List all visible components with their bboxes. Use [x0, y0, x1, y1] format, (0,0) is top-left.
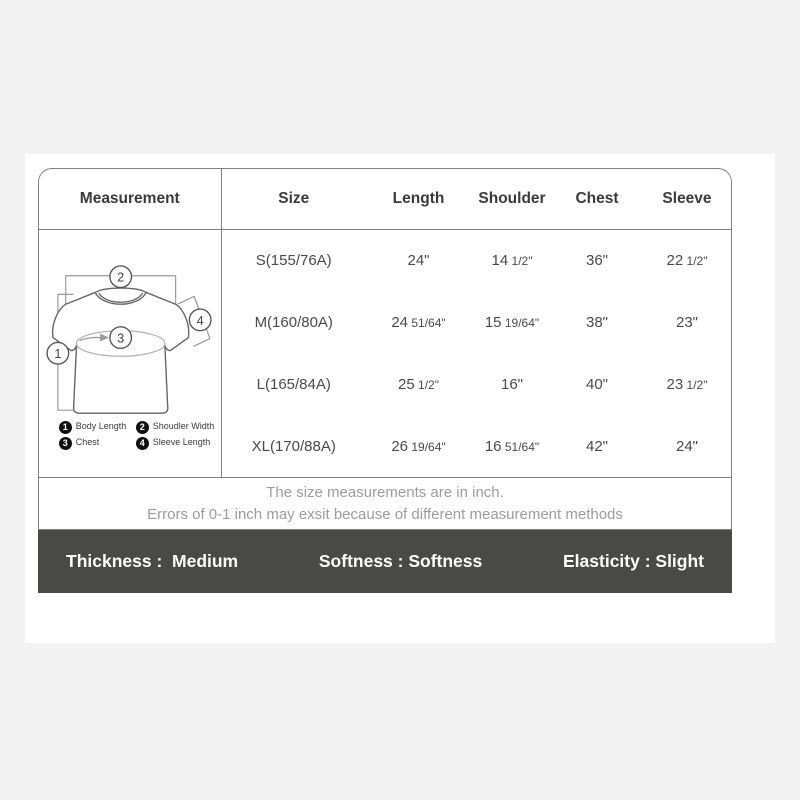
- marker-2: 2: [108, 265, 132, 289]
- svg-text:2: 2: [117, 270, 124, 285]
- measurement-note: The size measurements are in inch. Error…: [39, 477, 731, 529]
- cell-size: S(155/76A): [255, 251, 332, 269]
- cell-length: 26 19/64": [391, 437, 446, 455]
- note-line-2: Errors of 0-1 inch may exsit because of …: [147, 505, 623, 523]
- legend-label: Chest: [75, 437, 100, 448]
- cell-sleeve: 22 1/2": [666, 251, 708, 269]
- measurement-header: Measurement: [39, 169, 222, 230]
- table-row-l: L(165/84A) 25 1/2" 16" 40" 23 1/2": [39, 353, 731, 415]
- cell-size: L(165/84A): [256, 375, 331, 393]
- legend-badge-3-icon: 3: [58, 437, 72, 451]
- size-chart-panel: Measurement Size Length Shoulder Chest S…: [25, 154, 775, 643]
- cell-chest: 38": [585, 313, 608, 331]
- cell-chest: 36": [585, 251, 608, 269]
- cell-length: 25 1/2": [398, 375, 439, 393]
- elasticity-value: Elasticity : Slight: [563, 551, 704, 571]
- softness-value: Softness : Softness: [318, 551, 483, 571]
- column-header-length: Length: [366, 169, 471, 230]
- marker-1: 1: [46, 342, 70, 366]
- cell-length: 24 51/64": [391, 313, 446, 331]
- marker-3: 3: [108, 326, 132, 350]
- note-line-1: The size measurements are in inch.: [266, 483, 504, 501]
- tshirt-measurement-diagram: 1 2 3: [46, 265, 212, 415]
- svg-text:4: 4: [196, 313, 203, 328]
- svg-text:1: 1: [54, 346, 61, 361]
- legend-label: Shoudler Width: [152, 421, 215, 432]
- cell-shoulder: 14 1/2": [491, 251, 533, 269]
- cell-length: 24": [407, 251, 430, 269]
- table-row-s: 1 2 3: [39, 229, 731, 477]
- cell-shoulder: 16 51/64": [484, 437, 540, 455]
- column-header-size: Size: [221, 169, 366, 230]
- size-table-card: Measurement Size Length Shoulder Chest S…: [38, 168, 732, 530]
- column-header-sleeve: Sleeve: [641, 169, 731, 230]
- cell-shoulder: 16": [500, 375, 523, 393]
- cell-sleeve: 23 1/2": [666, 375, 708, 393]
- column-header-shoulder: Shoulder: [471, 169, 553, 230]
- column-header-chest: Chest: [553, 169, 641, 230]
- legend-label: Sleeve Length: [152, 437, 211, 448]
- legend-item-sleeve-length: 4 Sleeve Length: [135, 437, 211, 451]
- svg-text:3: 3: [117, 331, 124, 346]
- marker-4: 4: [188, 308, 212, 332]
- cell-chest: 42": [585, 437, 608, 455]
- header-row: Measurement Size Length Shoulder Chest S…: [39, 169, 731, 230]
- thickness-value: Thickness : Medium: [66, 551, 239, 571]
- table-row-xl: XL(170/88A) 26 19/64" 16 51/64" 42" 24": [39, 415, 731, 477]
- tshirt-diagram: 1 2 3: [40, 256, 220, 451]
- size-table: Measurement Size Length Shoulder Chest S…: [39, 169, 731, 477]
- legend-badge-1-icon: 1: [58, 421, 72, 435]
- cell-shoulder: 15 19/64": [484, 313, 540, 331]
- table-row-m: M(160/80A) 24 51/64" 15 19/64" 38" 23": [39, 291, 731, 353]
- legend-item-body-length: 1 Body Length: [58, 421, 127, 435]
- legend-badge-2-icon: 2: [135, 421, 149, 435]
- legend-badge-4-icon: 4: [135, 437, 149, 451]
- fabric-properties-bar: Thickness : Medium Softness : Softness E…: [38, 530, 732, 593]
- legend-label: Body Length: [75, 421, 127, 432]
- cell-size: M(160/80A): [254, 313, 333, 331]
- diagram-legend: 1 Body Length 2 Shoudler Width 3 Chest: [58, 421, 215, 451]
- measurement-diagram-cell: 1 2 3: [39, 229, 222, 477]
- cell-size: XL(170/88A): [251, 437, 336, 455]
- cell-sleeve: 24": [675, 437, 698, 455]
- cell-chest: 40": [585, 375, 608, 393]
- cell-sleeve: 23": [675, 313, 698, 331]
- legend-item-shoulder-width: 2 Shoudler Width: [135, 421, 215, 435]
- legend-item-chest: 3 Chest: [58, 437, 124, 451]
